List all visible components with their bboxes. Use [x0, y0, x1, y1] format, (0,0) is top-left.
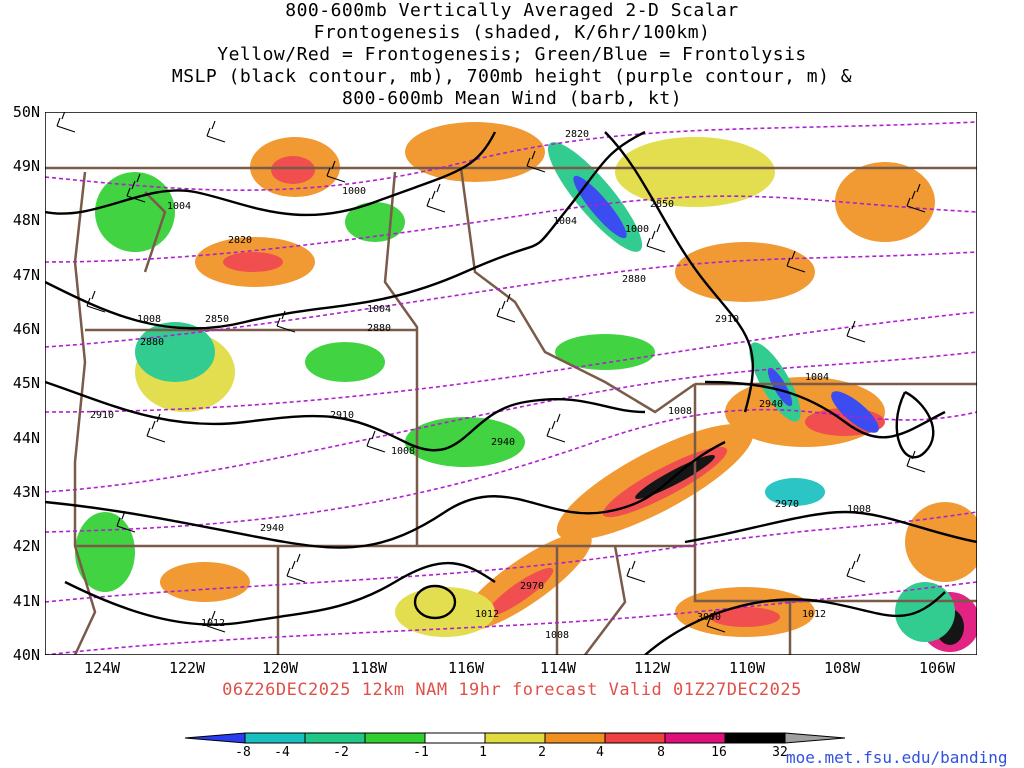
- height-label: 2850: [650, 199, 674, 210]
- height-label: 2970: [775, 499, 799, 510]
- title-line-3: Yellow/Red = Frontogenesis; Green/Blue =…: [217, 44, 807, 65]
- lon-label: 110W: [728, 659, 766, 677]
- colorbar-segment: [304, 732, 366, 744]
- lat-label: 41N: [12, 592, 40, 610]
- forecast-valid-time: 06Z26DEC2025 12km NAM 19hr forecast Vali…: [222, 680, 802, 700]
- colorbar-segment: [664, 732, 726, 744]
- colorbar-boxes: [184, 732, 846, 744]
- height-label: 3000: [697, 612, 721, 623]
- lat-label: 42N: [12, 537, 40, 555]
- source-credit-link[interactable]: moe.met.fsu.edu/banding: [786, 748, 1008, 767]
- lon-label: 112W: [633, 659, 671, 677]
- mslp-label: 1000: [625, 224, 649, 235]
- colorbar-segment: [604, 732, 666, 744]
- mslp-label: 1012: [201, 618, 225, 629]
- title-line-2: Frontogenesis (shaded, K/6hr/100km): [313, 22, 711, 43]
- mslp-labels: 1000 1004 1004 1000 1004 1008 1008 1004 …: [137, 186, 871, 641]
- mslp-label: 1008: [847, 504, 871, 515]
- lat-label: 46N: [12, 320, 40, 338]
- colorbar-segment: [184, 732, 246, 744]
- colorbar-label: -8: [235, 745, 251, 760]
- mslp-label: 1008: [668, 406, 692, 417]
- height-label: 2880: [367, 323, 391, 334]
- frontogenesis-map: 1000 1004 1004 1000 1004 1008 1008 1004 …: [45, 112, 977, 655]
- lat-label: 48N: [12, 211, 40, 229]
- colorbar-segment: [364, 732, 426, 744]
- height-label: 2970: [520, 581, 544, 592]
- mslp-label: 1008: [545, 630, 569, 641]
- title-line-5: 800-600mb Mean Wind (barb, kt): [341, 88, 683, 109]
- title-line-1: 800-600mb Vertically Averaged 2-D Scalar: [285, 0, 739, 21]
- mslp-label: 1004: [805, 372, 829, 383]
- colorbar-segment: [484, 732, 546, 744]
- lon-label: 120W: [261, 659, 299, 677]
- lon-label: 114W: [539, 659, 577, 677]
- colorbar-segment: [544, 732, 606, 744]
- height-contours: [45, 121, 977, 655]
- colorbar-label: 8: [657, 745, 665, 760]
- lat-label: 45N: [12, 374, 40, 392]
- height-label: 2940: [759, 399, 783, 410]
- mslp-label: 1008: [391, 446, 415, 457]
- height-label: 2910: [330, 410, 354, 421]
- height-label: 2940: [260, 523, 284, 534]
- mslp-label: 1012: [802, 609, 826, 620]
- colorbar-segment: [724, 732, 786, 744]
- mslp-label: 1004: [553, 216, 577, 227]
- height-labels: 2820 2820 2850 2850 2880 2880 2880 2910 …: [90, 129, 799, 623]
- lat-label: 49N: [12, 157, 40, 175]
- colorbar-segment: [244, 732, 306, 744]
- lat-label: 43N: [12, 483, 40, 501]
- frontogenesis-shading: [75, 122, 977, 652]
- height-label: 2820: [565, 129, 589, 140]
- lon-label: 108W: [823, 659, 861, 677]
- height-label: 2880: [140, 337, 164, 348]
- lat-label: 44N: [12, 429, 40, 447]
- height-label: 2880: [622, 274, 646, 285]
- colorbar-label: 16: [711, 745, 727, 760]
- height-label: 2910: [715, 314, 739, 325]
- lon-label: 122W: [168, 659, 206, 677]
- mslp-label: 1008: [137, 314, 161, 325]
- colorbar-segment: [784, 732, 846, 744]
- mslp-label: 1000: [342, 186, 366, 197]
- colorbar-label: -2: [333, 745, 349, 760]
- colorbar-label: -1: [413, 745, 429, 760]
- lon-label: 116W: [447, 659, 485, 677]
- mslp-label: 1004: [167, 201, 191, 212]
- colorbar-label: -4: [274, 745, 290, 760]
- colorbar-segment: [424, 732, 486, 744]
- mslp-label: 1012: [475, 609, 499, 620]
- height-label: 2910: [90, 410, 114, 421]
- colorbar-label: 32: [772, 745, 788, 760]
- lat-label: 50N: [12, 103, 40, 121]
- lon-label: 106W: [918, 659, 956, 677]
- height-label: 2820: [228, 235, 252, 246]
- colorbar-label: 2: [538, 745, 546, 760]
- lat-label: 47N: [12, 266, 40, 284]
- lon-label: 118W: [350, 659, 388, 677]
- title-line-4: MSLP (black contour, mb), 700mb height (…: [171, 66, 853, 87]
- colorbar-label: 1: [479, 745, 487, 760]
- height-label: 2940: [491, 437, 515, 448]
- wind-barbs: [56, 112, 926, 633]
- mslp-label: 1004: [367, 304, 391, 315]
- mslp-contours: [45, 130, 977, 655]
- lat-label: 40N: [12, 646, 40, 664]
- height-label: 2850: [205, 314, 229, 325]
- colorbar-label: 4: [596, 745, 604, 760]
- lon-label: 124W: [83, 659, 121, 677]
